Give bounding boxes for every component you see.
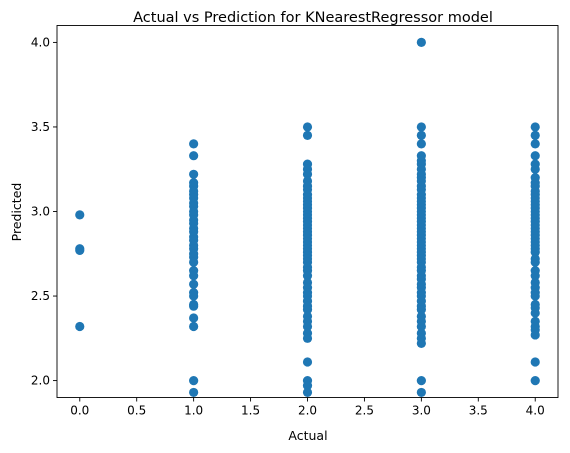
data-point <box>530 247 540 257</box>
x-tick-label: 0.5 <box>127 404 146 418</box>
x-tick-label: 2.0 <box>298 404 317 418</box>
data-point <box>416 130 426 141</box>
data-point <box>189 321 199 332</box>
data-point <box>530 130 540 141</box>
data-point <box>416 375 426 386</box>
data-point <box>416 122 426 132</box>
data-points <box>75 37 540 398</box>
x-tick-label: 4.0 <box>526 404 545 418</box>
data-point <box>530 330 540 340</box>
data-point <box>416 338 426 348</box>
data-point <box>302 357 313 367</box>
x-tick-label: 2.5 <box>355 404 374 418</box>
data-point <box>302 169 313 179</box>
data-point <box>416 37 426 48</box>
data-point <box>189 257 199 267</box>
y-axis-ticks: 2.0 2.5 3.0 3.5 4.0 <box>31 35 57 388</box>
chart-title: Actual vs Prediction for KNearestRegress… <box>133 10 493 26</box>
data-point <box>530 151 540 161</box>
x-tick-label: 3.0 <box>412 404 431 418</box>
x-tick-label: 0.0 <box>70 404 89 418</box>
data-point <box>530 122 540 132</box>
data-point <box>530 291 540 301</box>
data-point <box>302 122 313 132</box>
data-point <box>189 291 199 301</box>
y-tick-label: 3.5 <box>31 120 50 134</box>
data-point <box>416 387 426 398</box>
data-point <box>75 321 85 332</box>
x-tick-label: 1.5 <box>241 404 260 418</box>
x-tick-label: 1.0 <box>184 404 203 418</box>
data-point <box>302 333 313 343</box>
y-tick-label: 3.0 <box>31 205 50 219</box>
data-point <box>189 313 199 323</box>
data-point <box>302 271 313 281</box>
data-point <box>530 375 540 386</box>
data-point <box>302 130 313 141</box>
x-axis-label: Actual <box>288 428 327 443</box>
data-point <box>302 321 313 332</box>
data-point <box>302 304 313 315</box>
data-point <box>189 151 199 161</box>
data-point <box>530 271 540 281</box>
data-point <box>189 301 199 311</box>
data-point <box>189 139 199 149</box>
data-point <box>189 279 199 289</box>
data-point <box>189 271 199 281</box>
data-point <box>530 139 540 149</box>
data-point <box>416 139 426 149</box>
data-point <box>530 308 540 318</box>
data-point <box>302 381 313 391</box>
data-point <box>416 304 426 315</box>
x-tick-label: 3.5 <box>469 404 488 418</box>
data-point <box>530 257 540 267</box>
data-point <box>530 357 540 367</box>
y-axis-label: Predicted <box>9 183 24 242</box>
y-tick-label: 4.0 <box>31 35 50 49</box>
data-point <box>75 245 85 255</box>
y-tick-label: 2.5 <box>31 289 50 303</box>
y-tick-label: 2.0 <box>31 374 50 388</box>
data-point <box>416 321 426 332</box>
data-point <box>189 375 199 386</box>
data-point <box>75 210 85 220</box>
data-point <box>189 387 199 398</box>
data-point <box>530 164 540 174</box>
data-point <box>302 387 313 398</box>
data-point <box>189 169 199 179</box>
x-axis-ticks: 0.0 0.5 1.0 1.5 2.0 2.5 3.0 3.5 4.0 <box>70 397 545 418</box>
